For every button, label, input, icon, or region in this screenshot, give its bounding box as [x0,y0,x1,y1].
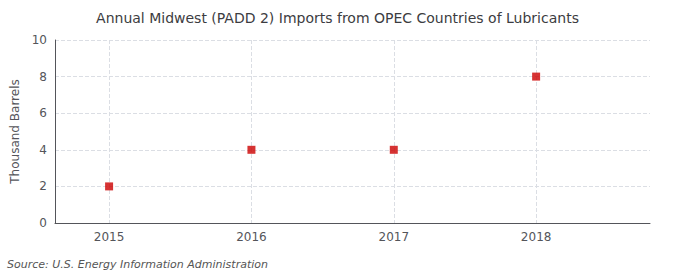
svg-text:6: 6 [39,106,47,120]
svg-text:4: 4 [39,143,47,157]
svg-text:0: 0 [39,216,47,230]
svg-text:2018: 2018 [521,230,552,244]
svg-text:10: 10 [32,33,47,47]
svg-text:2017: 2017 [379,230,410,244]
svg-text:2016: 2016 [236,230,267,244]
svg-text:Annual Midwest (PADD 2) Import: Annual Midwest (PADD 2) Imports from OPE… [96,10,579,26]
svg-text:2: 2 [39,179,47,193]
svg-text:2015: 2015 [94,230,125,244]
svg-text:Source: U.S. Energy Informatio: Source: U.S. Energy Information Administ… [7,258,268,271]
svg-text:Thousand Barrels: Thousand Barrels [8,79,22,184]
svg-text:8: 8 [39,70,47,84]
